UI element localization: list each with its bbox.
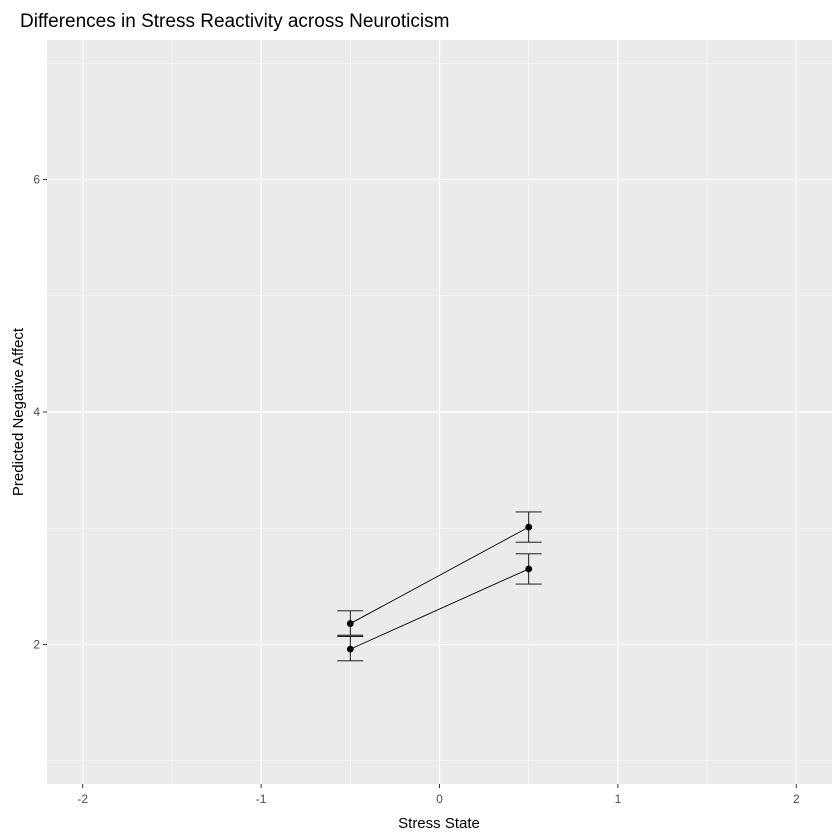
x-axis: -2 -1 0 1 2 (77, 784, 800, 806)
data-point (525, 523, 533, 531)
series-line (350, 526, 529, 624)
y-tick-label: 6 (33, 173, 40, 187)
y-axis-title: Predicted Negative Affect (10, 327, 27, 496)
series-line (350, 568, 529, 650)
x-tick-label: 2 (793, 792, 800, 806)
series-layer (337, 511, 542, 662)
y-axis: 2 4 6 (33, 173, 47, 652)
major-gridlines (47, 40, 832, 784)
data-point (525, 565, 533, 573)
data-point (346, 645, 354, 653)
x-tick-label: 1 (615, 792, 622, 806)
x-tick-label: 0 (436, 792, 443, 806)
y-tick-label: 2 (33, 638, 40, 652)
y-tick-label: 4 (33, 405, 40, 419)
x-axis-title: Stress State (398, 815, 480, 832)
x-tick-label: -1 (256, 792, 267, 806)
chart-title: Differences in Stress Reactivity across … (20, 11, 449, 32)
x-tick-label: -2 (77, 792, 88, 806)
data-point (346, 620, 354, 627)
